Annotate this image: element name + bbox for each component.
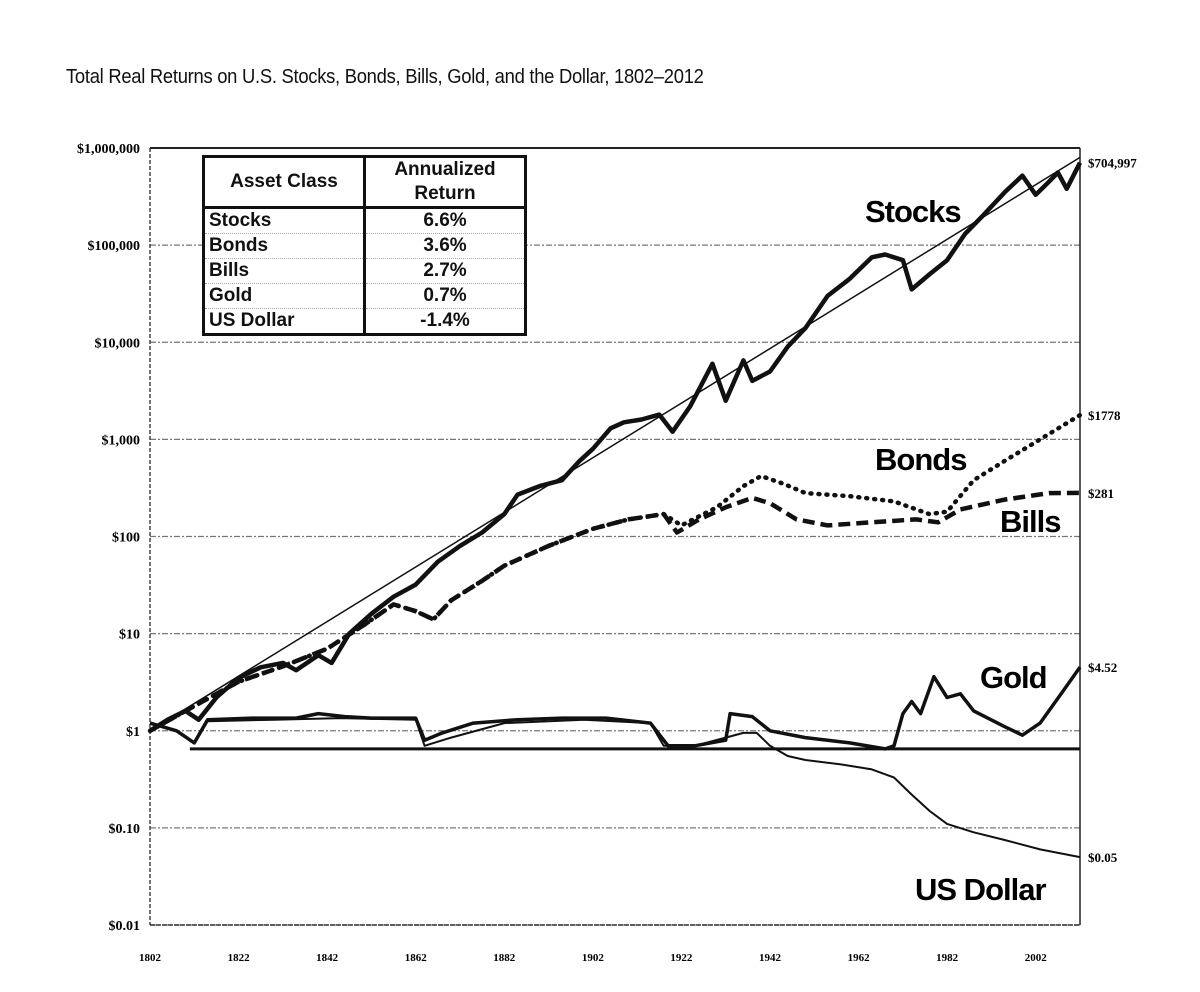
table-header: Asset Class	[202, 156, 366, 209]
end-value-label: $0.05	[1088, 850, 1118, 865]
annualized-return: 0.7%	[363, 283, 527, 309]
end-value-label: $1778	[1088, 408, 1121, 423]
series-line-bills	[148, 490, 1081, 733]
x-tick-label: 1802	[139, 952, 162, 964]
table-row: Bonds 3.6%	[202, 233, 527, 259]
y-tick-label: $1	[126, 725, 140, 740]
y-tick-label: $100	[112, 531, 140, 546]
asset-class: Bills	[202, 258, 366, 284]
y-tick-label: $0.10	[109, 822, 141, 837]
asset-class: Bonds	[202, 233, 366, 259]
x-tick-label: 1822	[228, 952, 251, 964]
series-label: Gold	[980, 660, 1047, 695]
table-row: US Dollar -1.4%	[202, 308, 527, 335]
series-line-stocks-trend	[149, 156, 1081, 732]
y-tick-label: $0.01	[109, 919, 141, 934]
x-tick-label: 1982	[936, 952, 959, 964]
x-tick-label: 1942	[759, 952, 782, 964]
chart-title: Total Real Returns on U.S. Stocks, Bonds…	[66, 66, 704, 88]
annualized-return: 6.6%	[363, 207, 527, 234]
table-header-row: Asset Class Annualized Return	[202, 156, 527, 209]
y-tick-label: $10,000	[95, 336, 141, 351]
x-tick-label: 1922	[670, 952, 693, 964]
x-tick-label: 1902	[582, 952, 605, 964]
end-value-label: $4.52	[1088, 660, 1117, 675]
annualized-return: 3.6%	[363, 233, 527, 259]
x-tick-label: 1862	[405, 952, 428, 964]
returns-table: Asset Class Annualized Return Stocks 6.6%…	[202, 155, 527, 336]
x-tick-label: 1842	[316, 952, 339, 964]
series-label: Bonds	[875, 442, 966, 477]
asset-class: US Dollar	[202, 308, 366, 335]
annualized-return: -1.4%	[363, 308, 527, 335]
series-line-gold	[149, 666, 1082, 751]
end-value-label: $281	[1088, 486, 1114, 501]
y-tick-label: $1,000,000	[77, 142, 140, 157]
y-tick-label: $10	[119, 628, 140, 643]
series-label: Stocks	[865, 194, 961, 229]
table-row: Stocks 6.6%	[202, 207, 527, 234]
asset-class: Stocks	[202, 207, 366, 234]
series-label: Bills	[1000, 504, 1060, 539]
series-line-us-dollar	[149, 717, 1081, 859]
x-tick-label: 1962	[848, 952, 871, 964]
table-row: Bills 2.7%	[202, 258, 527, 284]
table-header: Annualized Return	[363, 156, 527, 209]
x-tick-label: 2002	[1025, 952, 1048, 964]
table-row: Gold 0.7%	[202, 283, 527, 309]
y-tick-label: $100,000	[88, 239, 141, 254]
end-value-label: $704,997	[1088, 156, 1137, 171]
y-tick-label: $1,000	[102, 433, 141, 448]
asset-class: Gold	[202, 283, 366, 309]
x-tick-label: 1882	[493, 952, 516, 964]
annualized-return: 2.7%	[363, 258, 527, 284]
series-line-stocks	[148, 161, 1083, 733]
series-label: US Dollar	[915, 872, 1046, 907]
